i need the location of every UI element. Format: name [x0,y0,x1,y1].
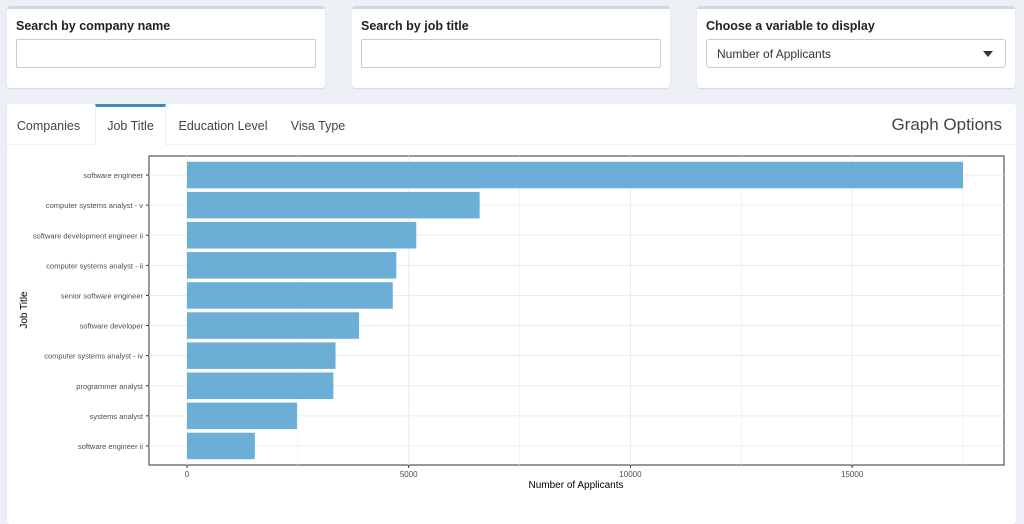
tab-box: Companies Job Title Education Level Visa… [7,104,1016,524]
company-search-input[interactable] [16,39,316,68]
graph-options-toggle[interactable]: Graph Options [891,115,1002,134]
tab-visa-type[interactable]: Visa Type [290,119,346,133]
chevron-down-icon[interactable] [983,51,993,57]
variable-select-value: Number of Applicants [717,47,832,61]
variable-select[interactable]: Number of Applicants [706,39,1006,68]
job-title-search-label: Search by job title [361,19,469,33]
job-title-search-panel: Search by job title [352,6,670,88]
variable-select-label: Choose a variable to display [706,19,875,33]
tab-companies[interactable]: Companies [16,119,81,133]
tab-education-level[interactable]: Education Level [178,119,268,133]
variable-select-panel: Choose a variable to display Number of A… [697,6,1015,88]
tab-job-title[interactable]: Job Title [95,104,166,145]
company-search-label: Search by company name [16,19,171,33]
company-search-panel: Search by company name [7,6,325,88]
job-title-search-input[interactable] [361,39,661,68]
tab-bar: Companies Job Title Education Level Visa… [7,104,1016,145]
